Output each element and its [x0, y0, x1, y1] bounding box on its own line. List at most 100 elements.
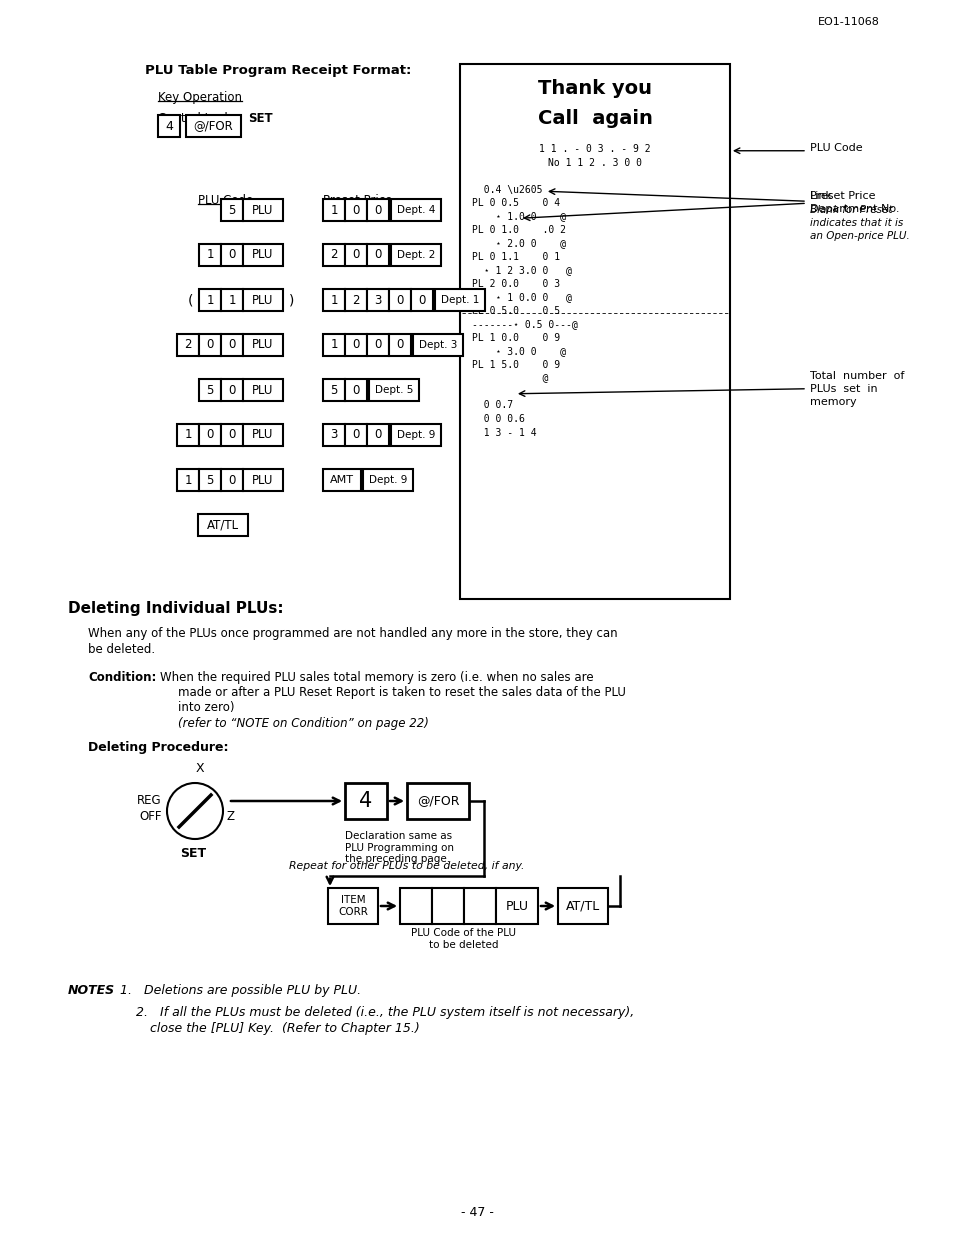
- Text: (: (: [188, 292, 193, 307]
- Bar: [323, 244, 345, 266]
- Text: PLU Table Program Receipt Format:: PLU Table Program Receipt Format:: [145, 64, 411, 77]
- Text: AT/TL: AT/TL: [207, 518, 239, 532]
- Text: Deleting Procedure:: Deleting Procedure:: [88, 741, 229, 755]
- Bar: [243, 244, 283, 266]
- Bar: [558, 888, 607, 924]
- Text: PLU: PLU: [252, 249, 274, 261]
- Text: Department No.: Department No.: [809, 204, 899, 214]
- Text: Deleting Individual PLUs:: Deleting Individual PLUs:: [68, 601, 283, 616]
- Bar: [323, 335, 345, 356]
- Text: ): ): [289, 292, 294, 307]
- Bar: [391, 244, 440, 266]
- Bar: [221, 335, 243, 356]
- Text: 1: 1: [228, 294, 235, 306]
- Text: Control Lock:: Control Lock:: [158, 112, 239, 125]
- Text: PLU Code: PLU Code: [809, 142, 862, 152]
- Text: 1 1 . - 0 3 . - 9 2: 1 1 . - 0 3 . - 9 2: [538, 144, 650, 154]
- Text: 0: 0: [206, 429, 213, 441]
- Text: @/FOR: @/FOR: [416, 794, 458, 808]
- Bar: [198, 514, 248, 536]
- Bar: [199, 289, 221, 311]
- Bar: [323, 470, 360, 491]
- Text: 1: 1: [206, 294, 213, 306]
- Text: PLU: PLU: [505, 900, 528, 912]
- Text: @/FOR: @/FOR: [193, 119, 233, 133]
- Text: 0: 0: [228, 473, 235, 487]
- Text: 5: 5: [206, 384, 213, 396]
- Bar: [345, 335, 367, 356]
- Bar: [345, 289, 367, 311]
- Text: When any of the PLUs once programmed are not handled any more in the store, they: When any of the PLUs once programmed are…: [88, 627, 617, 641]
- Bar: [199, 335, 221, 356]
- Bar: [367, 424, 389, 446]
- Text: PL 0 5.0    0 5: PL 0 5.0 0 5: [472, 306, 559, 316]
- Bar: [199, 379, 221, 401]
- Bar: [391, 424, 440, 446]
- Text: an Open-price PLU.: an Open-price PLU.: [809, 232, 909, 242]
- Text: 0: 0: [395, 294, 403, 306]
- Text: 2.   If all the PLUs must be deleted (i.e., the PLU system itself is not necessa: 2. If all the PLUs must be deleted (i.e.…: [136, 1006, 634, 1018]
- Bar: [158, 115, 180, 138]
- Bar: [435, 289, 484, 311]
- Text: 1.   Deletions are possible PLU by PLU.: 1. Deletions are possible PLU by PLU.: [120, 984, 361, 997]
- Text: 1: 1: [330, 338, 337, 352]
- Text: Declaration same as
PLU Programming on
the preceding page.: Declaration same as PLU Programming on t…: [345, 831, 454, 864]
- Text: 2: 2: [330, 249, 337, 261]
- Bar: [243, 424, 283, 446]
- Bar: [463, 888, 496, 924]
- Bar: [389, 289, 411, 311]
- Text: 0: 0: [206, 338, 213, 352]
- Text: When the required PLU sales total memory is zero (i.e. when no sales are: When the required PLU sales total memory…: [160, 672, 593, 684]
- Text: 5: 5: [330, 384, 337, 396]
- Bar: [199, 424, 221, 446]
- Text: Dept. 1: Dept. 1: [440, 295, 478, 305]
- Text: Z: Z: [227, 809, 234, 823]
- Text: PL 0 1.1    0 1: PL 0 1.1 0 1: [472, 252, 559, 261]
- Bar: [369, 379, 418, 401]
- Bar: [407, 783, 469, 819]
- Text: Link: Link: [809, 191, 832, 201]
- Text: Dept. 4: Dept. 4: [396, 204, 435, 216]
- Bar: [345, 244, 367, 266]
- Text: 0: 0: [352, 429, 359, 441]
- Bar: [413, 335, 462, 356]
- Text: PLU: PLU: [252, 384, 274, 396]
- Text: SET: SET: [180, 847, 206, 860]
- Bar: [243, 470, 283, 491]
- Text: ⋆ 3.0 0    @: ⋆ 3.0 0 @: [472, 347, 565, 357]
- Bar: [367, 199, 389, 221]
- Text: 0: 0: [374, 203, 381, 217]
- Bar: [432, 888, 463, 924]
- Bar: [186, 115, 241, 138]
- Bar: [199, 244, 221, 266]
- Text: indicates that it is: indicates that it is: [809, 218, 902, 228]
- Text: Total  number  of: Total number of: [809, 370, 903, 380]
- Bar: [399, 888, 432, 924]
- Bar: [345, 199, 367, 221]
- Text: 1: 1: [330, 294, 337, 306]
- Bar: [411, 289, 433, 311]
- Text: - 47 -: - 47 -: [460, 1206, 493, 1219]
- Text: 0: 0: [395, 338, 403, 352]
- Bar: [345, 424, 367, 446]
- Text: @: @: [472, 373, 548, 384]
- Text: 0: 0: [228, 429, 235, 441]
- Text: OFF: OFF: [139, 809, 162, 823]
- Text: ⋆ 1 0.0 0   @: ⋆ 1 0.0 0 @: [472, 292, 571, 302]
- Bar: [345, 783, 387, 819]
- Bar: [367, 244, 389, 266]
- Text: ⋆ 1 2 3.0 0   @: ⋆ 1 2 3.0 0 @: [472, 265, 571, 275]
- Text: made or after a PLU Reset Report is taken to reset the sales data of the PLU: made or after a PLU Reset Report is take…: [178, 686, 625, 699]
- Bar: [221, 199, 243, 221]
- Circle shape: [167, 783, 223, 839]
- Text: SET: SET: [248, 112, 273, 125]
- Text: 1: 1: [206, 249, 213, 261]
- Text: ⋆ 1.0 0    @: ⋆ 1.0 0 @: [472, 212, 565, 222]
- Text: PLU Code: PLU Code: [198, 195, 253, 207]
- Text: Dept. 9: Dept. 9: [369, 475, 407, 484]
- Text: PLU: PLU: [252, 294, 274, 306]
- Bar: [177, 424, 199, 446]
- Text: Blank for Preset: Blank for Preset: [809, 206, 892, 216]
- Text: -------⋆ 0.5 0---@: -------⋆ 0.5 0---@: [472, 320, 578, 330]
- Bar: [243, 199, 283, 221]
